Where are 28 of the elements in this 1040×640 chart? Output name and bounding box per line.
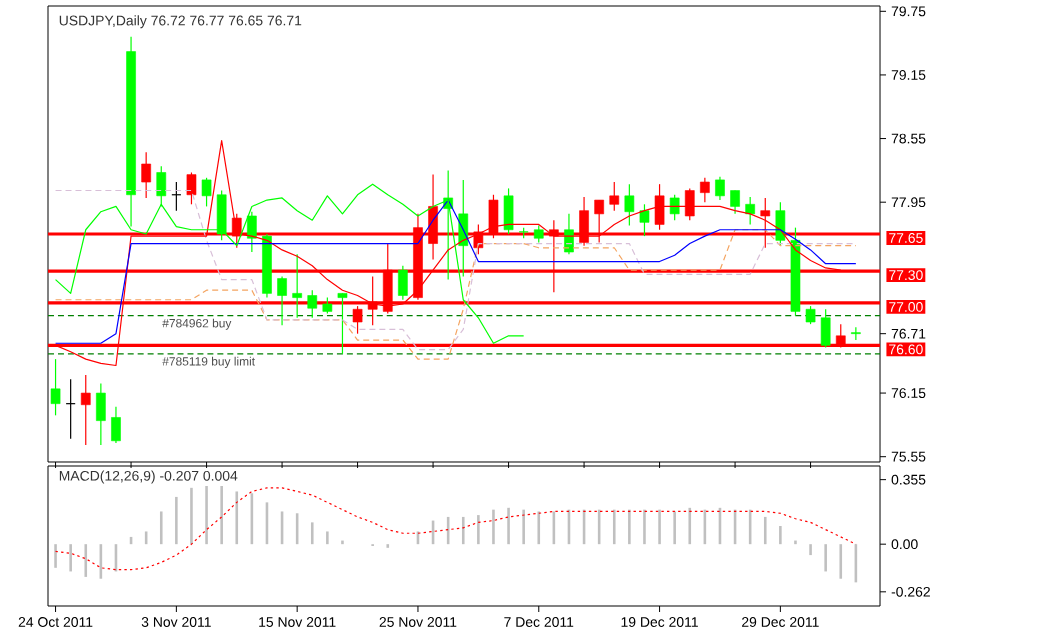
candlestick	[277, 275, 287, 326]
candlestick	[820, 308, 831, 349]
candlestick	[684, 187, 695, 221]
candlestick	[247, 211, 257, 253]
candlestick	[700, 177, 710, 203]
candlestick	[851, 326, 861, 341]
candlestick	[669, 194, 680, 221]
candlestick	[639, 203, 650, 237]
candlestick	[503, 187, 514, 235]
candlestick	[292, 253, 302, 319]
candlestick	[201, 177, 212, 208]
candlestick	[216, 189, 227, 241]
candlestick	[50, 358, 61, 416]
candlestick	[307, 289, 318, 319]
candlestick	[624, 183, 635, 227]
candlestick	[186, 171, 197, 205]
candlestick	[337, 292, 348, 355]
candlestick	[805, 305, 816, 325]
candlestick	[745, 196, 755, 226]
candlestick	[80, 374, 91, 446]
candlestick	[730, 189, 740, 215]
candlestick	[111, 406, 121, 444]
candlestick	[96, 382, 106, 446]
candlestick	[775, 201, 786, 247]
candlestick	[609, 181, 620, 212]
candlestick	[141, 151, 151, 199]
candlestick	[715, 176, 725, 201]
candlestick	[398, 265, 408, 301]
